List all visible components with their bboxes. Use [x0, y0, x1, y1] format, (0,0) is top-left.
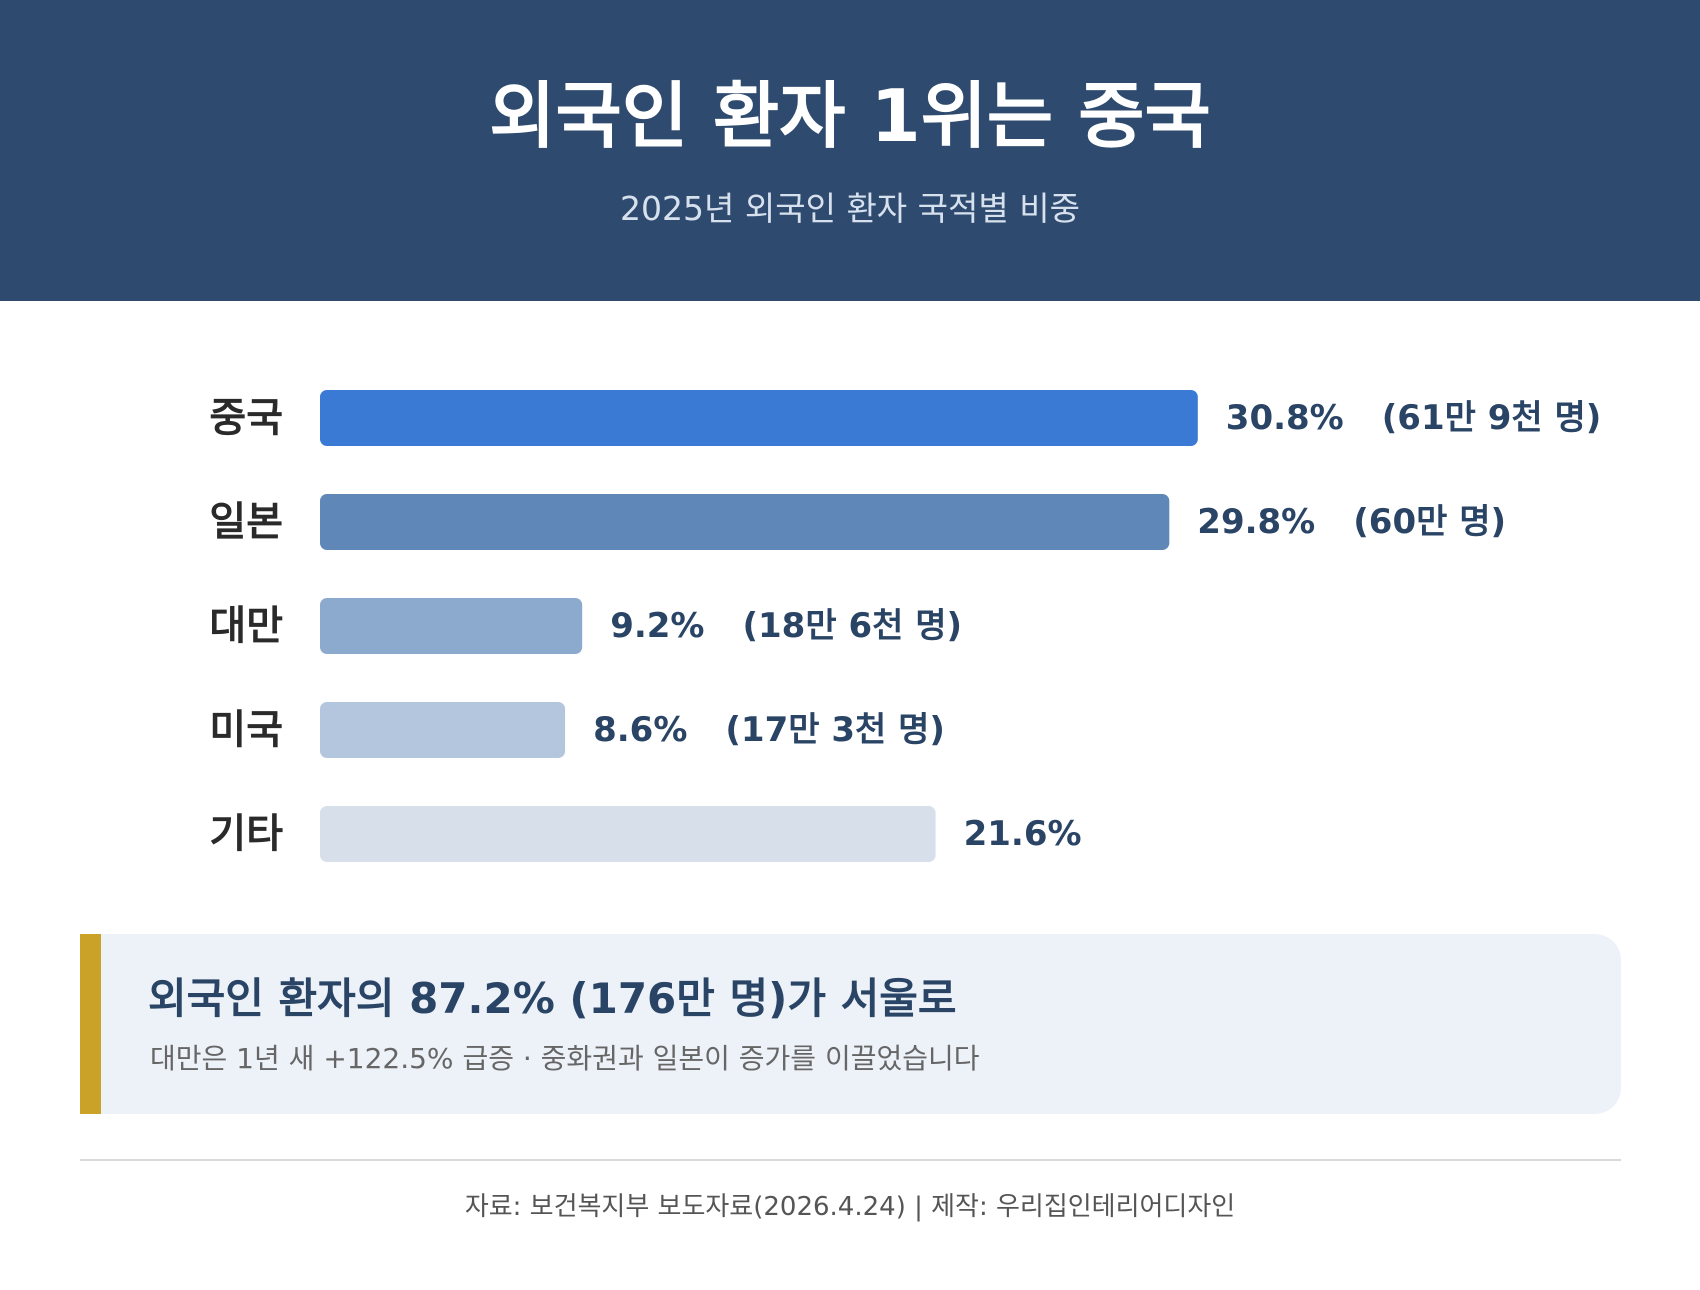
value-label: 9.2% [610, 606, 704, 646]
bar [320, 702, 566, 758]
callout-headline: 외국인 환자의 87.2% (176만 명)가 서울로 [148, 974, 957, 1023]
category-label: 일본 [209, 499, 283, 545]
count-label: (61만 9천 명) [1382, 398, 1602, 438]
page-subtitle: 2025년 외국인 환자 국적별 비중 [620, 189, 1080, 228]
category-label: 대만 [209, 603, 283, 649]
category-label: 미국 [209, 707, 283, 753]
bar-chart-svg: 중국 30.8% (61만 9천 명) 일본 29.8% (60만 명) 대만 9.2% (18… [209, 390, 1602, 862]
bar [320, 806, 936, 862]
source-footer: 자료: 보건복지부 보도자료(2026.4.24) | 제작: 우리집인테리어디… [464, 1192, 1236, 1222]
count-label: (18만 6천 명) [742, 606, 962, 646]
header-banner: 외국인 환자 1위는 중국 2025년 외국인 환자 국적별 비중 [0, 0, 1700, 301]
footer-divider [80, 1159, 1621, 1161]
bar [320, 494, 1170, 550]
value-label: 30.8% [1226, 398, 1344, 438]
callout-subtext: 대만은 1년 새 +122.5% 급증 · 중화권과 일본이 증가를 이끌었습니… [150, 1042, 980, 1075]
bar [320, 390, 1198, 446]
highlight-callout: 외국인 환자의 87.2% (176만 명)가 서울로 대만은 1년 새 +12… [80, 934, 1621, 1114]
count-label: (17만 3천 명) [725, 710, 945, 750]
bar-chart: 중국 30.8% (61만 9천 명) 일본 29.8% (60만 명) 대만 9.2% (18… [0, 360, 1700, 880]
value-label: 21.6% [964, 814, 1082, 854]
count-label: (60만 명) [1353, 502, 1506, 542]
bar [320, 598, 583, 654]
category-label: 중국 [209, 395, 283, 441]
callout-accent-bar [80, 934, 101, 1114]
value-label: 8.6% [593, 710, 687, 750]
value-label: 29.8% [1197, 502, 1315, 542]
page-title: 외국인 환자 1위는 중국 [489, 74, 1211, 158]
category-label: 기타 [209, 811, 283, 857]
